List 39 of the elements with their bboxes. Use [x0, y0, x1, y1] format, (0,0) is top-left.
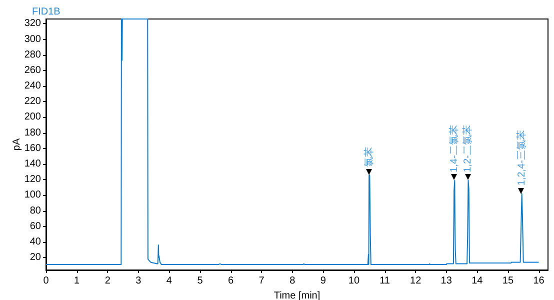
y-tick-label: 160 — [24, 142, 42, 154]
annotation: 1,4-二氯苯 — [448, 125, 460, 172]
y-tick-label: 180 — [24, 127, 42, 138]
x-tick-label: 3 — [136, 276, 142, 286]
y-tick-label: 260 — [24, 64, 42, 76]
x-tick-label: 16 — [533, 276, 545, 286]
x-tick-label: 0 — [43, 276, 50, 286]
y-tick-label: 80 — [30, 205, 42, 216]
x-tick-label: 6 — [228, 276, 234, 286]
x-tick-label: 11 — [380, 276, 390, 286]
x-tick-label: 4 — [166, 276, 172, 286]
y-tick-label: 300 — [24, 34, 42, 45]
annotation: 1,2-二氯苯 — [462, 125, 474, 172]
y-tick-label: 320 — [24, 18, 42, 30]
x-tick-label: 8 — [290, 276, 296, 286]
x-tick-label: 5 — [197, 276, 204, 286]
y-tick-label: 240 — [24, 80, 42, 92]
y-tick-label: 200 — [24, 112, 42, 123]
x-tick-label: 14 — [472, 276, 484, 286]
x-tick-label: 13 — [440, 276, 452, 286]
y-tick-label: 280 — [24, 49, 42, 60]
y-axis-title: pA — [12, 138, 22, 151]
y-tick-label: 40 — [30, 236, 42, 248]
y-tick-label: 140 — [24, 158, 42, 170]
x-tick-label: 9 — [320, 276, 326, 286]
x-tick-label: 2 — [104, 276, 111, 286]
chart-title: FID1B — [32, 6, 61, 18]
annotation: 1,2,4-三氯苯 — [515, 130, 528, 186]
x-tick-label: 7 — [258, 276, 265, 286]
y-tick-label: 120 — [24, 174, 42, 186]
x-tick-label: 1 — [74, 276, 80, 286]
y-tick-label: 220 — [24, 96, 42, 108]
annotation: 氯苯 — [362, 146, 375, 167]
x-tick-label: 10 — [348, 276, 360, 286]
x-tick-label: 12 — [410, 276, 422, 286]
y-tick-label: 20 — [30, 252, 42, 264]
x-tick-label: 15 — [502, 276, 514, 286]
y-tick-label: 60 — [30, 220, 42, 232]
y-tick-label: 100 — [24, 190, 42, 201]
